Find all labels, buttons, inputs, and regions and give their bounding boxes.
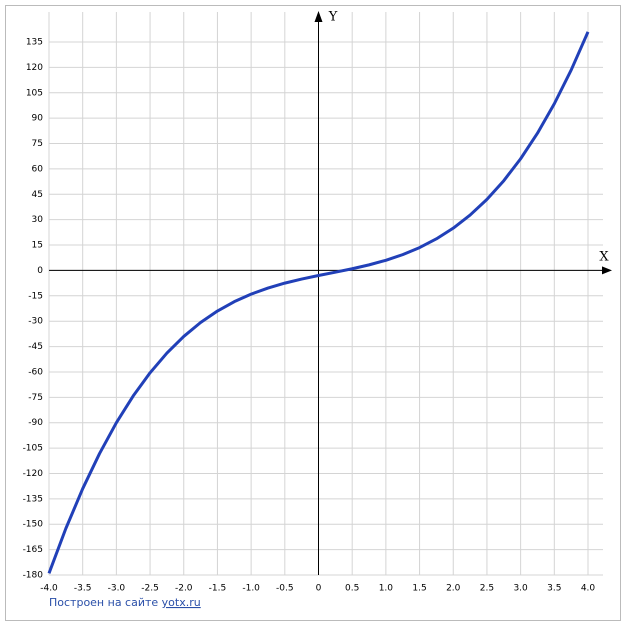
x-tick-label: -0.5	[276, 584, 294, 594]
x-tick-label: -2.5	[141, 584, 159, 594]
y-tick-label: -180	[23, 571, 44, 581]
x-tick-label: -3.5	[74, 584, 92, 594]
x-tick-label: 1.5	[412, 584, 426, 594]
y-tick-label: 120	[26, 63, 43, 73]
y-axis-arrow	[314, 11, 323, 22]
y-tick-label: -30	[28, 317, 43, 327]
y-tick-label: 90	[32, 114, 44, 124]
x-tick-label: -3.0	[108, 584, 126, 594]
frame	[5, 5, 621, 621]
x-tick-label: -4.0	[40, 584, 58, 594]
x-tick-label: 3.5	[547, 584, 561, 594]
y-tick-label: 60	[32, 164, 44, 174]
x-tick-label: 0.5	[345, 584, 359, 594]
y-tick-label: -90	[28, 418, 43, 428]
y-tick-label: -150	[23, 520, 44, 530]
y-tick-label: 105	[26, 88, 43, 98]
y-tick-label: 15	[32, 241, 43, 251]
x-tick-label: 2.5	[480, 584, 494, 594]
y-tick-label: -105	[23, 444, 43, 454]
y-tick-label: -75	[28, 393, 43, 403]
y-tick-label: 30	[32, 215, 44, 225]
y-tick-label: -120	[23, 469, 44, 479]
y-tick-label: 0	[37, 266, 43, 276]
y-tick-label: -165	[23, 545, 43, 555]
y-tick-label: -15	[28, 291, 43, 301]
x-tick-label: 0	[316, 584, 322, 594]
y-tick-label: 45	[32, 190, 43, 200]
x-axis-arrow	[602, 266, 612, 275]
footer-text: Построен на сайте yotx.ru	[49, 596, 201, 609]
y-tick-label: -45	[28, 342, 43, 352]
x-tick-label: -2.0	[175, 584, 193, 594]
y-tick-label: 75	[32, 139, 43, 149]
y-axis-label: Y	[328, 10, 338, 25]
x-tick-label: 2.0	[446, 584, 461, 594]
y-tick-label: 135	[26, 38, 43, 48]
x-tick-label: 4.0	[581, 584, 596, 594]
y-tick-label: -60	[28, 367, 43, 377]
x-tick-label: -1.0	[242, 584, 260, 594]
footer-caption: Построен на сайте	[49, 596, 158, 609]
x-tick-label: 3.0	[513, 584, 528, 594]
x-tick-label: -1.5	[209, 584, 227, 594]
x-axis-label: X	[599, 250, 609, 265]
y-tick-label: -135	[23, 494, 43, 504]
footer-link[interactable]: yotx.ru	[162, 596, 201, 609]
x-tick-label: 1.0	[379, 584, 394, 594]
curve	[47, 31, 590, 574]
